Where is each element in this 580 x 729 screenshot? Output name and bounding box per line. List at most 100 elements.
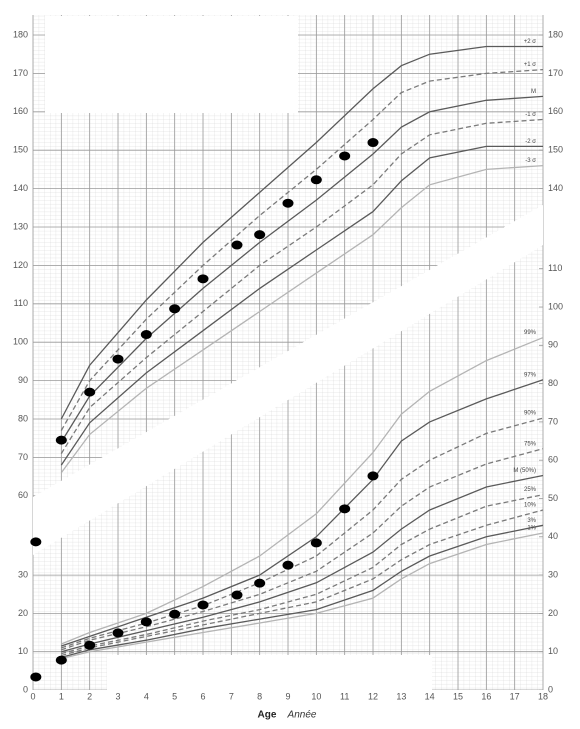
y2-tick-label: 0 <box>548 684 553 694</box>
x-tick-label: 12 <box>368 691 378 701</box>
percentile-curve <box>61 474 543 653</box>
y-tick-label: 0 <box>23 684 28 694</box>
measurement-point <box>30 672 42 682</box>
curve-label: +1 σ <box>524 62 537 68</box>
y-tick-label: 170 <box>13 68 28 78</box>
x-tick-label: 7 <box>229 691 234 701</box>
x-tick-label: 15 <box>453 691 463 701</box>
y-tick-label: 160 <box>13 106 28 116</box>
percentile-curve <box>60 145 543 466</box>
measurement-point <box>310 538 322 548</box>
measurement-point <box>140 617 152 627</box>
measurement-point <box>84 640 96 650</box>
y-tick-label: 180 <box>13 29 28 39</box>
curves <box>60 45 543 660</box>
y2-tick-label: 80 <box>548 378 558 388</box>
curve-label: -1 σ <box>525 112 536 118</box>
percentile-curve <box>60 68 543 431</box>
y-tick-label: 150 <box>13 145 28 155</box>
x-tick-label: 11 <box>340 691 349 701</box>
percentile-curve <box>61 336 543 645</box>
separator-band <box>33 205 543 555</box>
measurement-point <box>367 138 379 148</box>
y2-tick-label: 10 <box>548 646 558 656</box>
y-tick-label: 70 <box>18 452 28 462</box>
percentile-curve <box>60 45 543 420</box>
labels: 6070809010011012013014015016017018014015… <box>13 29 563 701</box>
y-tick-label: 110 <box>14 298 28 308</box>
measurement-point <box>55 655 67 665</box>
y2-tick-label: 60 <box>548 455 558 465</box>
y2-tick-label: 180 <box>548 29 563 39</box>
measurement-point <box>339 151 351 161</box>
y-tick-label: 10 <box>18 646 28 656</box>
y2-tick-label: 70 <box>548 416 558 426</box>
measurement-point <box>339 504 351 514</box>
y2-tick-label: 110 <box>548 263 562 273</box>
curve-label: -2 σ <box>525 139 536 145</box>
x-tick-label: 6 <box>200 691 205 701</box>
x-tick-label: 16 <box>481 691 491 701</box>
measurement-point <box>310 175 322 185</box>
y2-tick-label: 50 <box>548 493 558 503</box>
y2-tick-label: 170 <box>548 68 563 78</box>
curve-label: M (50%) <box>513 468 536 474</box>
y-tick-label: 80 <box>18 413 28 423</box>
y-tick-label: 90 <box>18 375 28 385</box>
measurement-point <box>254 230 266 240</box>
major-grid <box>32 15 544 690</box>
percentile-curve <box>61 494 543 655</box>
measurement-point <box>231 240 243 250</box>
x-axis-label-alt: Année <box>287 710 317 721</box>
points <box>30 138 379 682</box>
percentile-curve <box>61 524 543 659</box>
percentile-curve <box>61 509 543 657</box>
percentile-curve <box>61 379 543 647</box>
measurement-point <box>282 560 294 570</box>
y-tick-label: 100 <box>13 337 28 347</box>
y2-tick-label: 20 <box>548 608 558 618</box>
curve-label: 75% <box>524 441 537 447</box>
x-tick-label: 5 <box>172 691 177 701</box>
percentile-curve <box>60 95 543 443</box>
curve-label: 25% <box>524 487 537 493</box>
measurement-point <box>169 609 181 619</box>
y-tick-label: 140 <box>13 183 28 193</box>
measurement-point <box>282 198 294 208</box>
y-tick-label: 60 <box>18 490 28 500</box>
blank-box <box>107 655 432 705</box>
x-tick-label: 13 <box>396 691 406 701</box>
y-tick-label: 120 <box>13 260 28 270</box>
curve-label: 99% <box>524 330 537 336</box>
curve-label: 1% <box>527 526 536 532</box>
y2-tick-label: 30 <box>548 569 558 579</box>
x-tick-label: 0 <box>30 691 35 701</box>
x-tick-label: 18 <box>538 691 548 701</box>
x-tick-label: 1 <box>59 691 64 701</box>
curve-label: M <box>531 89 536 95</box>
percentile-curve <box>61 448 543 651</box>
x-axis-label: Age <box>258 710 277 721</box>
measurement-point <box>112 628 124 638</box>
y-tick-label: 130 <box>13 221 28 231</box>
measurement-point <box>55 435 67 445</box>
measurement-point <box>254 578 266 588</box>
measurement-point <box>84 387 96 397</box>
x-tick-label: 4 <box>144 691 149 701</box>
measurement-point <box>112 354 124 364</box>
y2-tick-label: 100 <box>548 301 563 311</box>
y2-tick-label: 150 <box>548 145 563 155</box>
measurement-point <box>169 304 181 314</box>
y-tick-label: 30 <box>18 569 28 579</box>
measurement-point <box>140 330 152 340</box>
y-tick-label: 20 <box>18 608 28 618</box>
x-tick-label: 8 <box>257 691 262 701</box>
measurement-point <box>30 537 42 547</box>
x-tick-label: 10 <box>311 691 321 701</box>
blank-box <box>45 16 298 113</box>
curve-label: +2 σ <box>524 39 537 45</box>
curve-label: 3% <box>527 518 536 524</box>
measurement-point <box>197 274 209 284</box>
